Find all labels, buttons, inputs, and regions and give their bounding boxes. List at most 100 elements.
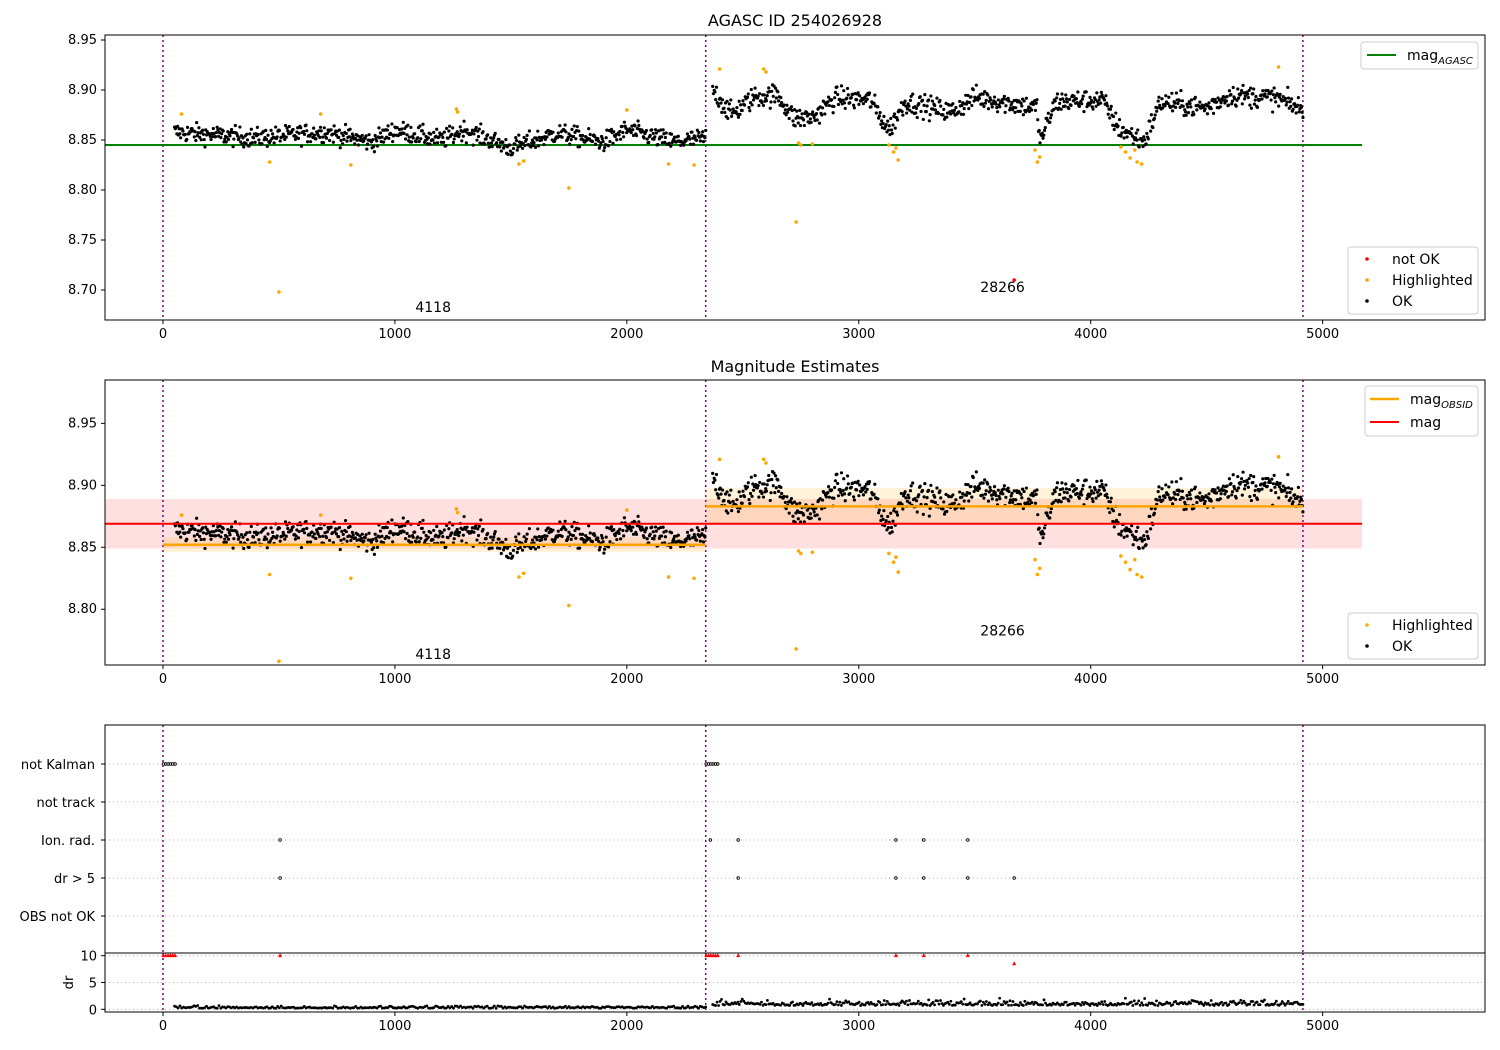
ok-point — [1112, 525, 1116, 529]
ok-point — [1065, 491, 1069, 495]
ok-point — [247, 144, 251, 148]
ok-point — [338, 146, 342, 150]
ok-point — [1281, 95, 1285, 99]
ok-point — [488, 145, 492, 149]
ok-point — [650, 525, 654, 529]
ok-point — [789, 105, 794, 109]
ok-point — [764, 486, 768, 491]
ok-point — [373, 532, 377, 536]
highlighted-point — [798, 551, 803, 556]
ok-point — [1053, 489, 1057, 494]
ok-point — [247, 545, 251, 549]
ok-point — [1271, 482, 1275, 486]
ok-point — [1260, 97, 1264, 101]
ok-point — [339, 538, 343, 542]
ok-point — [741, 99, 745, 103]
ok-point — [1060, 481, 1064, 485]
ok-point — [713, 90, 717, 94]
ok-point — [1166, 493, 1170, 497]
dr-point — [835, 1000, 839, 1004]
ok-point — [694, 538, 699, 542]
ok-point — [1092, 100, 1096, 104]
dr-point — [936, 999, 939, 1003]
ok-point — [1225, 94, 1229, 99]
ok-point — [296, 536, 301, 540]
ok-point — [517, 532, 521, 536]
dr-point — [1088, 1004, 1092, 1007]
ok-point — [1108, 510, 1112, 515]
ok-point — [539, 138, 544, 142]
ok-point — [1063, 496, 1067, 500]
y-tick-label: 8.85 — [68, 540, 97, 555]
ok-point — [224, 140, 228, 144]
ok-point — [452, 137, 456, 141]
ok-point — [852, 106, 856, 110]
ok-point — [822, 491, 826, 495]
ok-point — [676, 533, 680, 537]
ok-point — [214, 135, 218, 139]
ok-point — [695, 128, 699, 132]
dr-point — [1001, 1003, 1005, 1007]
ok-point — [1049, 113, 1053, 117]
ok-point — [372, 546, 376, 550]
dr-point — [739, 1000, 743, 1003]
ok-point — [1117, 117, 1122, 122]
ok-point — [1075, 100, 1079, 105]
ok-point — [991, 493, 995, 497]
ok-point — [1142, 534, 1146, 538]
highlighted-point — [567, 186, 571, 190]
ok-point — [455, 527, 459, 532]
ok-point — [969, 484, 973, 489]
ok-point — [567, 530, 571, 534]
ok-point — [270, 530, 275, 534]
flag-point — [736, 838, 740, 842]
highlighted-point — [455, 110, 460, 114]
ok-point — [1234, 496, 1238, 500]
ok-point — [1111, 509, 1116, 513]
ok-point — [196, 131, 200, 135]
flag-label: not Kalman — [21, 758, 95, 773]
ok-point — [1002, 487, 1006, 491]
ok-point — [392, 532, 396, 536]
ok-point — [402, 530, 406, 534]
ok-point — [780, 101, 784, 105]
ok-point — [1198, 100, 1202, 104]
ok-point — [460, 139, 464, 143]
ok-point — [1121, 125, 1125, 130]
dr-point — [1042, 998, 1046, 1002]
ok-point — [578, 532, 582, 536]
ok-point — [889, 128, 894, 132]
ok-point — [574, 137, 578, 141]
ok-point — [1289, 496, 1293, 500]
ok-point — [421, 518, 425, 522]
dr-point — [1132, 999, 1136, 1003]
ok-point — [1001, 101, 1005, 105]
ok-point — [304, 519, 308, 524]
ok-point — [217, 528, 222, 533]
x-tick-label: 0 — [159, 1019, 167, 1034]
ok-point — [343, 519, 348, 523]
dr-point — [215, 1006, 219, 1010]
ok-point — [852, 103, 856, 107]
ok-point — [672, 537, 676, 541]
ok-point — [773, 100, 777, 104]
ok-point — [351, 134, 355, 138]
ok-point — [1059, 500, 1063, 504]
ok-point — [826, 100, 830, 104]
dr-point — [968, 1001, 972, 1005]
ok-point — [293, 537, 297, 541]
ok-point — [914, 111, 918, 115]
ok-point — [745, 95, 750, 99]
ok-point — [395, 125, 399, 130]
dr-point — [1064, 1000, 1068, 1004]
ok-point — [1061, 487, 1065, 491]
ok-point — [1074, 97, 1078, 101]
ok-point — [337, 128, 342, 132]
dr-point — [1081, 1001, 1084, 1004]
ok-point — [659, 128, 663, 132]
ok-point — [551, 528, 555, 532]
flag-point — [708, 838, 713, 842]
ok-point — [652, 537, 656, 541]
ok-point — [617, 133, 621, 137]
ok-point — [1277, 485, 1282, 489]
